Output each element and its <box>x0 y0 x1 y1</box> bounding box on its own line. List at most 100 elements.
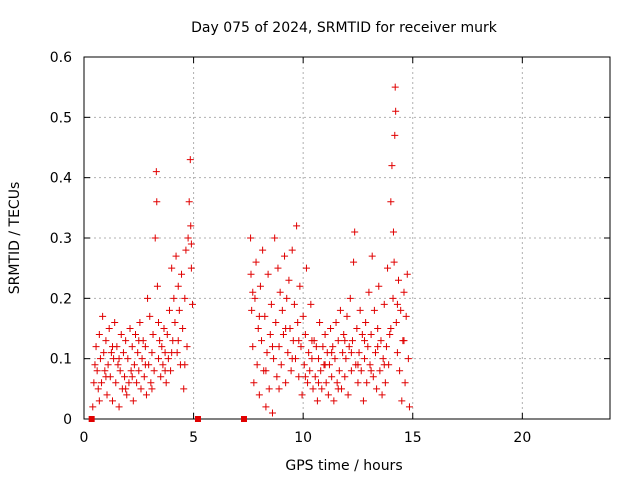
data-point <box>272 318 280 326</box>
data-point <box>153 282 161 290</box>
data-point <box>126 325 134 332</box>
data-point <box>288 355 296 363</box>
y-axis-label: SRMTID / TECUs <box>7 182 23 295</box>
data-point <box>112 379 120 387</box>
grid-layer <box>84 57 610 419</box>
data-point <box>262 403 270 411</box>
data-point <box>158 343 166 351</box>
data-point <box>319 343 327 351</box>
data-point <box>361 337 369 345</box>
data-point <box>396 367 404 375</box>
data-point <box>371 349 379 357</box>
data-point <box>354 361 362 369</box>
data-point <box>404 355 412 363</box>
data-point <box>256 282 264 290</box>
data-point <box>315 379 323 387</box>
data-point <box>284 349 292 357</box>
data-point <box>252 258 260 266</box>
data-point <box>379 355 387 363</box>
data-point <box>288 246 296 254</box>
data-point <box>181 361 189 369</box>
data-point <box>268 409 276 417</box>
data-point <box>304 379 312 387</box>
data-point <box>391 131 399 139</box>
y-tick-label: 0.4 <box>50 171 72 187</box>
data-point <box>355 349 363 357</box>
data-point <box>132 331 140 339</box>
data-point <box>390 258 398 266</box>
zero-value-marker <box>194 416 201 422</box>
data-point <box>282 379 290 387</box>
data-point <box>275 385 283 393</box>
data-point <box>341 337 349 345</box>
data-point <box>188 300 196 308</box>
data-point <box>380 300 388 308</box>
data-point <box>330 397 338 405</box>
data-point <box>296 282 304 290</box>
data-point <box>157 373 165 381</box>
data-point <box>253 361 261 369</box>
data-point <box>101 367 109 375</box>
data-point <box>321 331 329 339</box>
data-point <box>301 331 309 339</box>
data-point <box>249 343 257 351</box>
data-point <box>121 373 129 381</box>
data-point <box>89 403 97 411</box>
data-point <box>124 355 132 363</box>
data-point <box>255 391 263 399</box>
data-point <box>400 288 408 296</box>
data-point <box>316 318 324 326</box>
chart-title: Day 075 of 2024, SRMTID for receiver mur… <box>191 20 498 36</box>
data-point <box>359 397 367 405</box>
data-point <box>393 349 401 357</box>
data-point <box>294 318 302 326</box>
data-point <box>282 325 290 332</box>
data-point <box>147 379 155 387</box>
data-point <box>293 222 301 230</box>
data-point <box>344 391 352 399</box>
data-point <box>334 337 342 345</box>
data-point <box>328 349 336 357</box>
data-point <box>133 379 141 387</box>
data-point <box>266 331 274 339</box>
data-point <box>384 264 392 272</box>
data-point <box>283 294 291 302</box>
data-point <box>285 276 293 284</box>
data-point <box>356 306 364 314</box>
data-point <box>369 373 377 381</box>
data-point <box>278 306 286 314</box>
data-point <box>155 318 163 326</box>
data-point <box>340 331 348 339</box>
data-point <box>140 373 148 381</box>
y-tick-label: 0.1 <box>50 352 72 368</box>
data-point <box>171 318 179 326</box>
data-point <box>115 403 123 411</box>
data-point <box>400 337 408 345</box>
y-tick-label: 0.5 <box>50 110 72 126</box>
data-point <box>321 361 329 369</box>
data-point <box>183 343 191 351</box>
data-point <box>117 331 125 339</box>
data-point <box>104 361 112 369</box>
data-point <box>98 379 106 387</box>
data-point <box>403 270 411 278</box>
data-point <box>298 391 306 399</box>
data-point <box>377 337 385 345</box>
data-point <box>148 385 156 393</box>
data-point <box>95 397 103 405</box>
data-point <box>115 355 123 363</box>
data-point <box>301 373 309 381</box>
data-point <box>111 318 119 326</box>
data-point <box>395 276 403 284</box>
data-point <box>161 349 169 357</box>
data-point <box>277 361 285 369</box>
zero-value-marker <box>88 416 95 422</box>
data-point <box>142 391 150 399</box>
data-point <box>281 252 289 260</box>
data-point <box>388 162 396 170</box>
data-point <box>268 343 276 351</box>
data-point <box>164 355 172 363</box>
data-point <box>333 379 341 387</box>
data-point <box>170 294 178 302</box>
